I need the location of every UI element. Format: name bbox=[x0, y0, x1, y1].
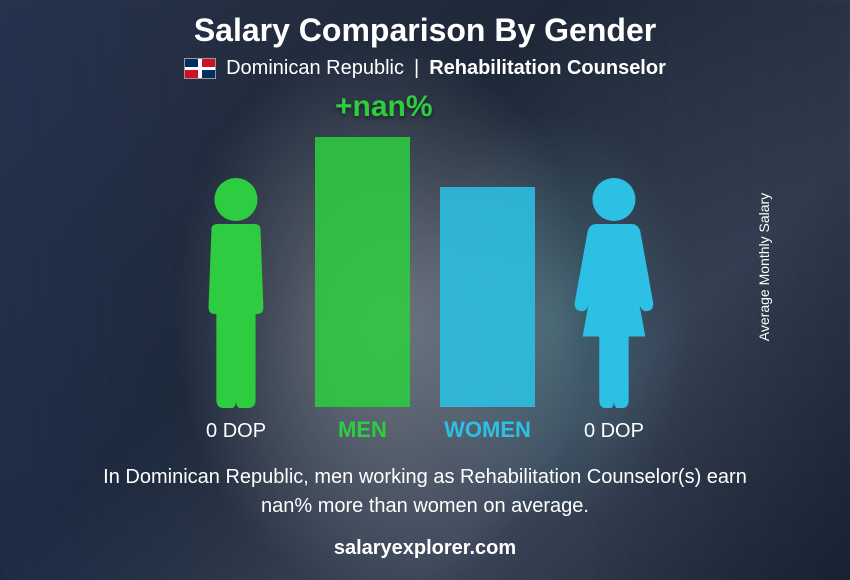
difference-label: +nan% bbox=[335, 90, 433, 124]
dominican-republic-flag-icon bbox=[184, 58, 216, 79]
male-bar bbox=[315, 137, 410, 407]
female-category: WOMEN bbox=[444, 417, 531, 443]
country-label: Dominican Republic bbox=[226, 57, 404, 80]
male-bar-column: MEN bbox=[315, 127, 410, 443]
male-value: 0 DOP bbox=[206, 420, 266, 443]
female-bar bbox=[440, 187, 535, 407]
female-label-row: 0 DOP bbox=[584, 420, 644, 443]
infographic-container: Salary Comparison By Gender Dominican Re… bbox=[0, 0, 850, 580]
chart-area: +nan% Average Monthly Salary 0 DOP MEN bbox=[40, 90, 810, 443]
female-bar-column: WOMEN bbox=[440, 127, 535, 443]
description-text: In Dominican Republic, men working as Re… bbox=[40, 455, 810, 537]
subtitle-row: Dominican Republic | Rehabilitation Coun… bbox=[40, 57, 810, 80]
page-title: Salary Comparison By Gender bbox=[40, 12, 810, 49]
male-icon-column: 0 DOP bbox=[187, 130, 285, 443]
female-person-icon bbox=[565, 175, 663, 410]
footer-link[interactable]: salaryexplorer.com bbox=[40, 537, 810, 564]
female-icon-column: 0 DOP bbox=[565, 130, 663, 443]
y-axis-label: Average Monthly Salary bbox=[756, 192, 772, 340]
male-person-icon bbox=[187, 175, 285, 410]
separator: | bbox=[414, 57, 419, 80]
occupation-label: Rehabilitation Counselor bbox=[429, 57, 666, 80]
female-value: 0 DOP bbox=[584, 420, 644, 443]
male-category: MEN bbox=[338, 417, 387, 443]
male-label-row: 0 DOP bbox=[206, 420, 266, 443]
